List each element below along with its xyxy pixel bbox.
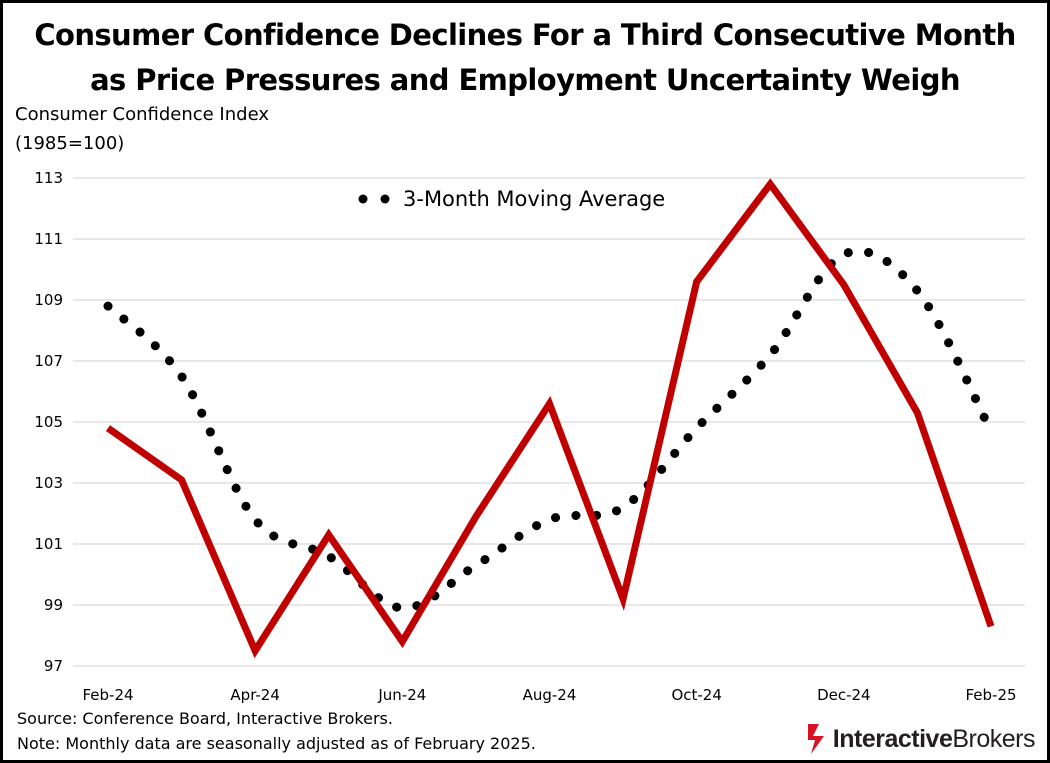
gridlines xyxy=(73,177,1025,667)
chart-title-line-2: as Price Pressures and Employment Uncert… xyxy=(90,63,960,97)
x-tick-label: Jun-24 xyxy=(377,686,426,703)
x-tick-label: Aug-24 xyxy=(523,686,577,703)
y-tick-label: 111 xyxy=(34,230,63,248)
logo-wordmark: InteractiveBrokers xyxy=(832,724,1036,754)
y-tick-label: 103 xyxy=(34,474,63,492)
logo-text-bold: Interactive xyxy=(832,724,953,753)
y-tick-label: 109 xyxy=(34,291,63,309)
confidence-index-line xyxy=(105,178,995,659)
legend-label: 3-Month Moving Average xyxy=(403,187,665,211)
y-tick-label: 101 xyxy=(34,535,63,553)
legend: 3-Month Moving Average xyxy=(358,187,665,211)
brokers-logo-icon xyxy=(807,724,824,754)
logo-text-regular: Brokers xyxy=(952,724,1035,753)
data-note: Note: Monthly data are seasonally adjust… xyxy=(17,734,536,753)
series-lines xyxy=(103,178,996,659)
legend-marker-dot xyxy=(358,194,368,204)
x-tick-label: Feb-25 xyxy=(965,686,1016,703)
y-tick-label: 113 xyxy=(34,169,63,187)
y-tick-label: 105 xyxy=(34,413,63,431)
y-axis-label-line-2: (1985=100) xyxy=(15,133,125,154)
moving-average-line xyxy=(103,246,996,613)
x-tick-label: Apr-24 xyxy=(230,686,280,703)
x-tick-labels: Feb-24 Apr-24 Jun-24 Aug-24 Oct-24 Dec-24 Feb-… xyxy=(82,686,1016,703)
source-note: Source: Conference Board, Interactive Br… xyxy=(17,709,393,728)
y-tick-label: 107 xyxy=(34,352,63,370)
y-tick-label: 97 xyxy=(44,657,63,675)
y-tick-label: 99 xyxy=(44,596,63,614)
chart-title-line-1: Consumer Confidence Declines For a Third… xyxy=(34,18,1016,52)
x-tick-label: Dec-24 xyxy=(817,686,871,703)
interactive-brokers-logo: InteractiveBrokers xyxy=(805,721,1035,757)
legend-marker-dot xyxy=(380,194,390,204)
y-tick-labels: 97 99 101 103 105 107 109 111 113 xyxy=(34,169,63,675)
x-tick-label: Oct-24 xyxy=(671,686,721,703)
x-tick-label: Feb-24 xyxy=(82,686,133,703)
y-axis-label-line-1: Consumer Confidence Index xyxy=(15,104,269,125)
line-chart: 97 99 101 103 105 107 109 111 113 Feb-24 Apr-24 Ju… xyxy=(34,169,1025,703)
